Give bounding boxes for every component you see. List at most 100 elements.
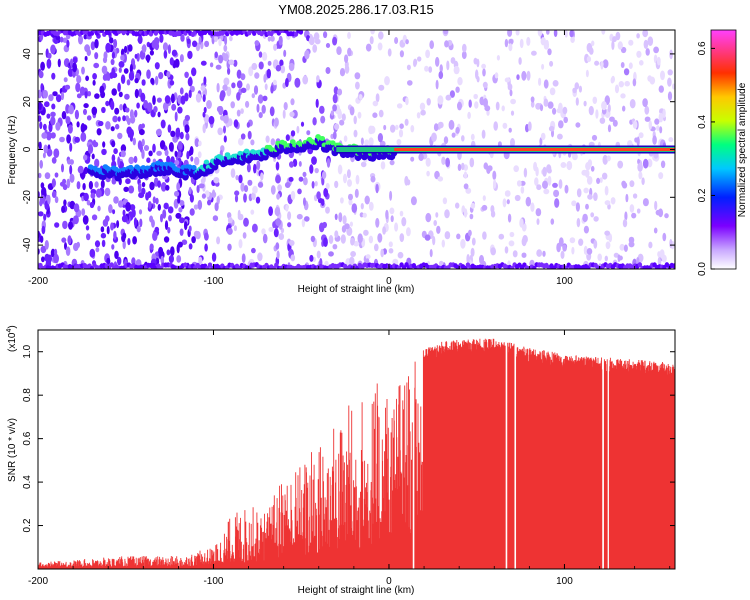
spectrogram-cell xyxy=(55,94,62,103)
spectrogram-cell xyxy=(607,104,611,113)
spectrogram-cell xyxy=(101,106,106,114)
spectrogram-cell xyxy=(552,107,557,115)
spectrogram-cell xyxy=(588,105,594,116)
spectrogram-cell xyxy=(344,54,349,63)
spectrogram-cell xyxy=(348,193,353,201)
spectrogram-cell xyxy=(111,72,118,79)
spectrogram-cell xyxy=(223,114,229,124)
spectrogram-cell xyxy=(332,244,338,250)
spectrogram-cell xyxy=(89,201,95,209)
spectrogram-cell xyxy=(390,215,394,223)
spectrogram-cell xyxy=(431,132,437,142)
spectrogram-cell xyxy=(578,85,583,93)
spectrogram-cell xyxy=(569,30,574,38)
spectrogram-cell xyxy=(184,92,189,102)
spectrogram-cell xyxy=(325,206,330,214)
spectrogram-cell xyxy=(100,91,106,99)
spectrogram-cell xyxy=(605,241,611,250)
spectrogram-cell xyxy=(180,34,185,42)
spectrogram-cell xyxy=(128,156,134,165)
spectrogram-cell xyxy=(59,136,65,143)
spectrogram-cell xyxy=(364,195,370,205)
spectrogram-cell xyxy=(384,76,390,86)
spectrogram-cell xyxy=(86,115,92,121)
spectrogram-cell xyxy=(238,239,243,249)
spectrogram-cell xyxy=(602,172,608,180)
spectrogram-cell xyxy=(202,123,206,134)
spectrogram-cell xyxy=(667,69,673,76)
spectrogram-cell xyxy=(425,157,431,167)
spectrogram-cell xyxy=(132,137,136,146)
spectrogram-cell xyxy=(274,117,279,127)
spectrogram-cell xyxy=(123,186,129,192)
spectrogram-cell xyxy=(463,208,468,218)
spectrogram-cell xyxy=(137,140,142,150)
spectrogram-cell xyxy=(125,178,131,185)
spectrogram-cell xyxy=(170,246,175,256)
spectrogram-cell xyxy=(590,165,595,172)
spectrogram-cell xyxy=(191,67,197,77)
spectrogram-cell xyxy=(289,240,295,246)
spectrogram-cell xyxy=(275,64,282,72)
spectrogram-cell xyxy=(72,215,79,225)
spectrogram-cell xyxy=(311,181,315,189)
spectrogram-cell xyxy=(540,37,546,46)
spectrogram-cell xyxy=(353,129,358,138)
spectrogram-cell xyxy=(211,191,217,198)
spectrogram-cell xyxy=(270,35,275,42)
spectrogram-cell xyxy=(273,43,278,51)
spectrogram-cell xyxy=(54,172,59,178)
spectrogram-cell xyxy=(248,66,254,77)
spectrogram-cell xyxy=(52,91,58,97)
spectrogram-cell xyxy=(387,48,392,57)
spectrogram-cell xyxy=(519,38,524,49)
spectrogram-cell xyxy=(336,46,342,55)
spectrogram-cell xyxy=(632,78,637,87)
spectrogram-cell xyxy=(236,80,243,89)
spectrogram-cell xyxy=(174,150,178,158)
spectrogram-cell xyxy=(610,77,614,84)
spectrogram-cell xyxy=(179,228,184,236)
spectrogram-cell xyxy=(351,203,358,214)
spectrogram-cell xyxy=(639,60,644,66)
spectrogram-cell xyxy=(39,121,43,130)
spectrogram-cell xyxy=(509,231,515,238)
spectrogram-cell xyxy=(591,134,598,141)
spectrogram-cell xyxy=(482,81,488,89)
spectrogram-cell xyxy=(268,227,274,232)
spectrogram-cell xyxy=(586,248,593,255)
spectrogram-cell xyxy=(375,183,379,194)
spectrogram-cell xyxy=(494,72,499,79)
spectrogram-cell xyxy=(211,252,217,262)
spectrogram-cell xyxy=(94,158,100,168)
spectrogram-y-ticks: -40 -20 0 20 40 xyxy=(22,48,675,252)
spectrogram-cell xyxy=(349,221,353,227)
spectrogram-cell xyxy=(86,48,92,57)
spectrogram-cell xyxy=(50,44,56,55)
spectrogram-cell xyxy=(316,75,320,83)
spectrogram-cell xyxy=(110,222,114,231)
spectrogram-cell xyxy=(380,161,386,170)
spectrogram-cell xyxy=(304,50,310,60)
spectrogram-cell xyxy=(246,122,251,128)
spectrogram-cell xyxy=(258,51,263,58)
spectrogram-cell xyxy=(435,56,440,67)
spectrogram-cell xyxy=(193,204,199,210)
spectrogram-cell xyxy=(111,88,117,96)
spectrogram-cell xyxy=(288,62,295,72)
spectrogram-cell xyxy=(507,213,512,223)
spectrogram-cell xyxy=(40,245,47,254)
spectrogram-cell xyxy=(188,89,192,99)
spectrogram-cell xyxy=(343,135,348,142)
spectrogram-cell xyxy=(455,202,460,209)
spectrogram-cell xyxy=(290,254,296,262)
spectrogram-cell xyxy=(160,182,167,192)
spectrogram-cell xyxy=(611,40,615,51)
spectrogram-cell xyxy=(586,176,593,185)
spectrogram-cell xyxy=(319,105,325,114)
spectrogram-cell xyxy=(492,170,497,180)
spectrogram-cell xyxy=(132,236,138,245)
spectrogram-cell xyxy=(535,208,542,217)
spectrogram-cell xyxy=(247,179,253,186)
spectrogram-cell xyxy=(105,121,111,130)
